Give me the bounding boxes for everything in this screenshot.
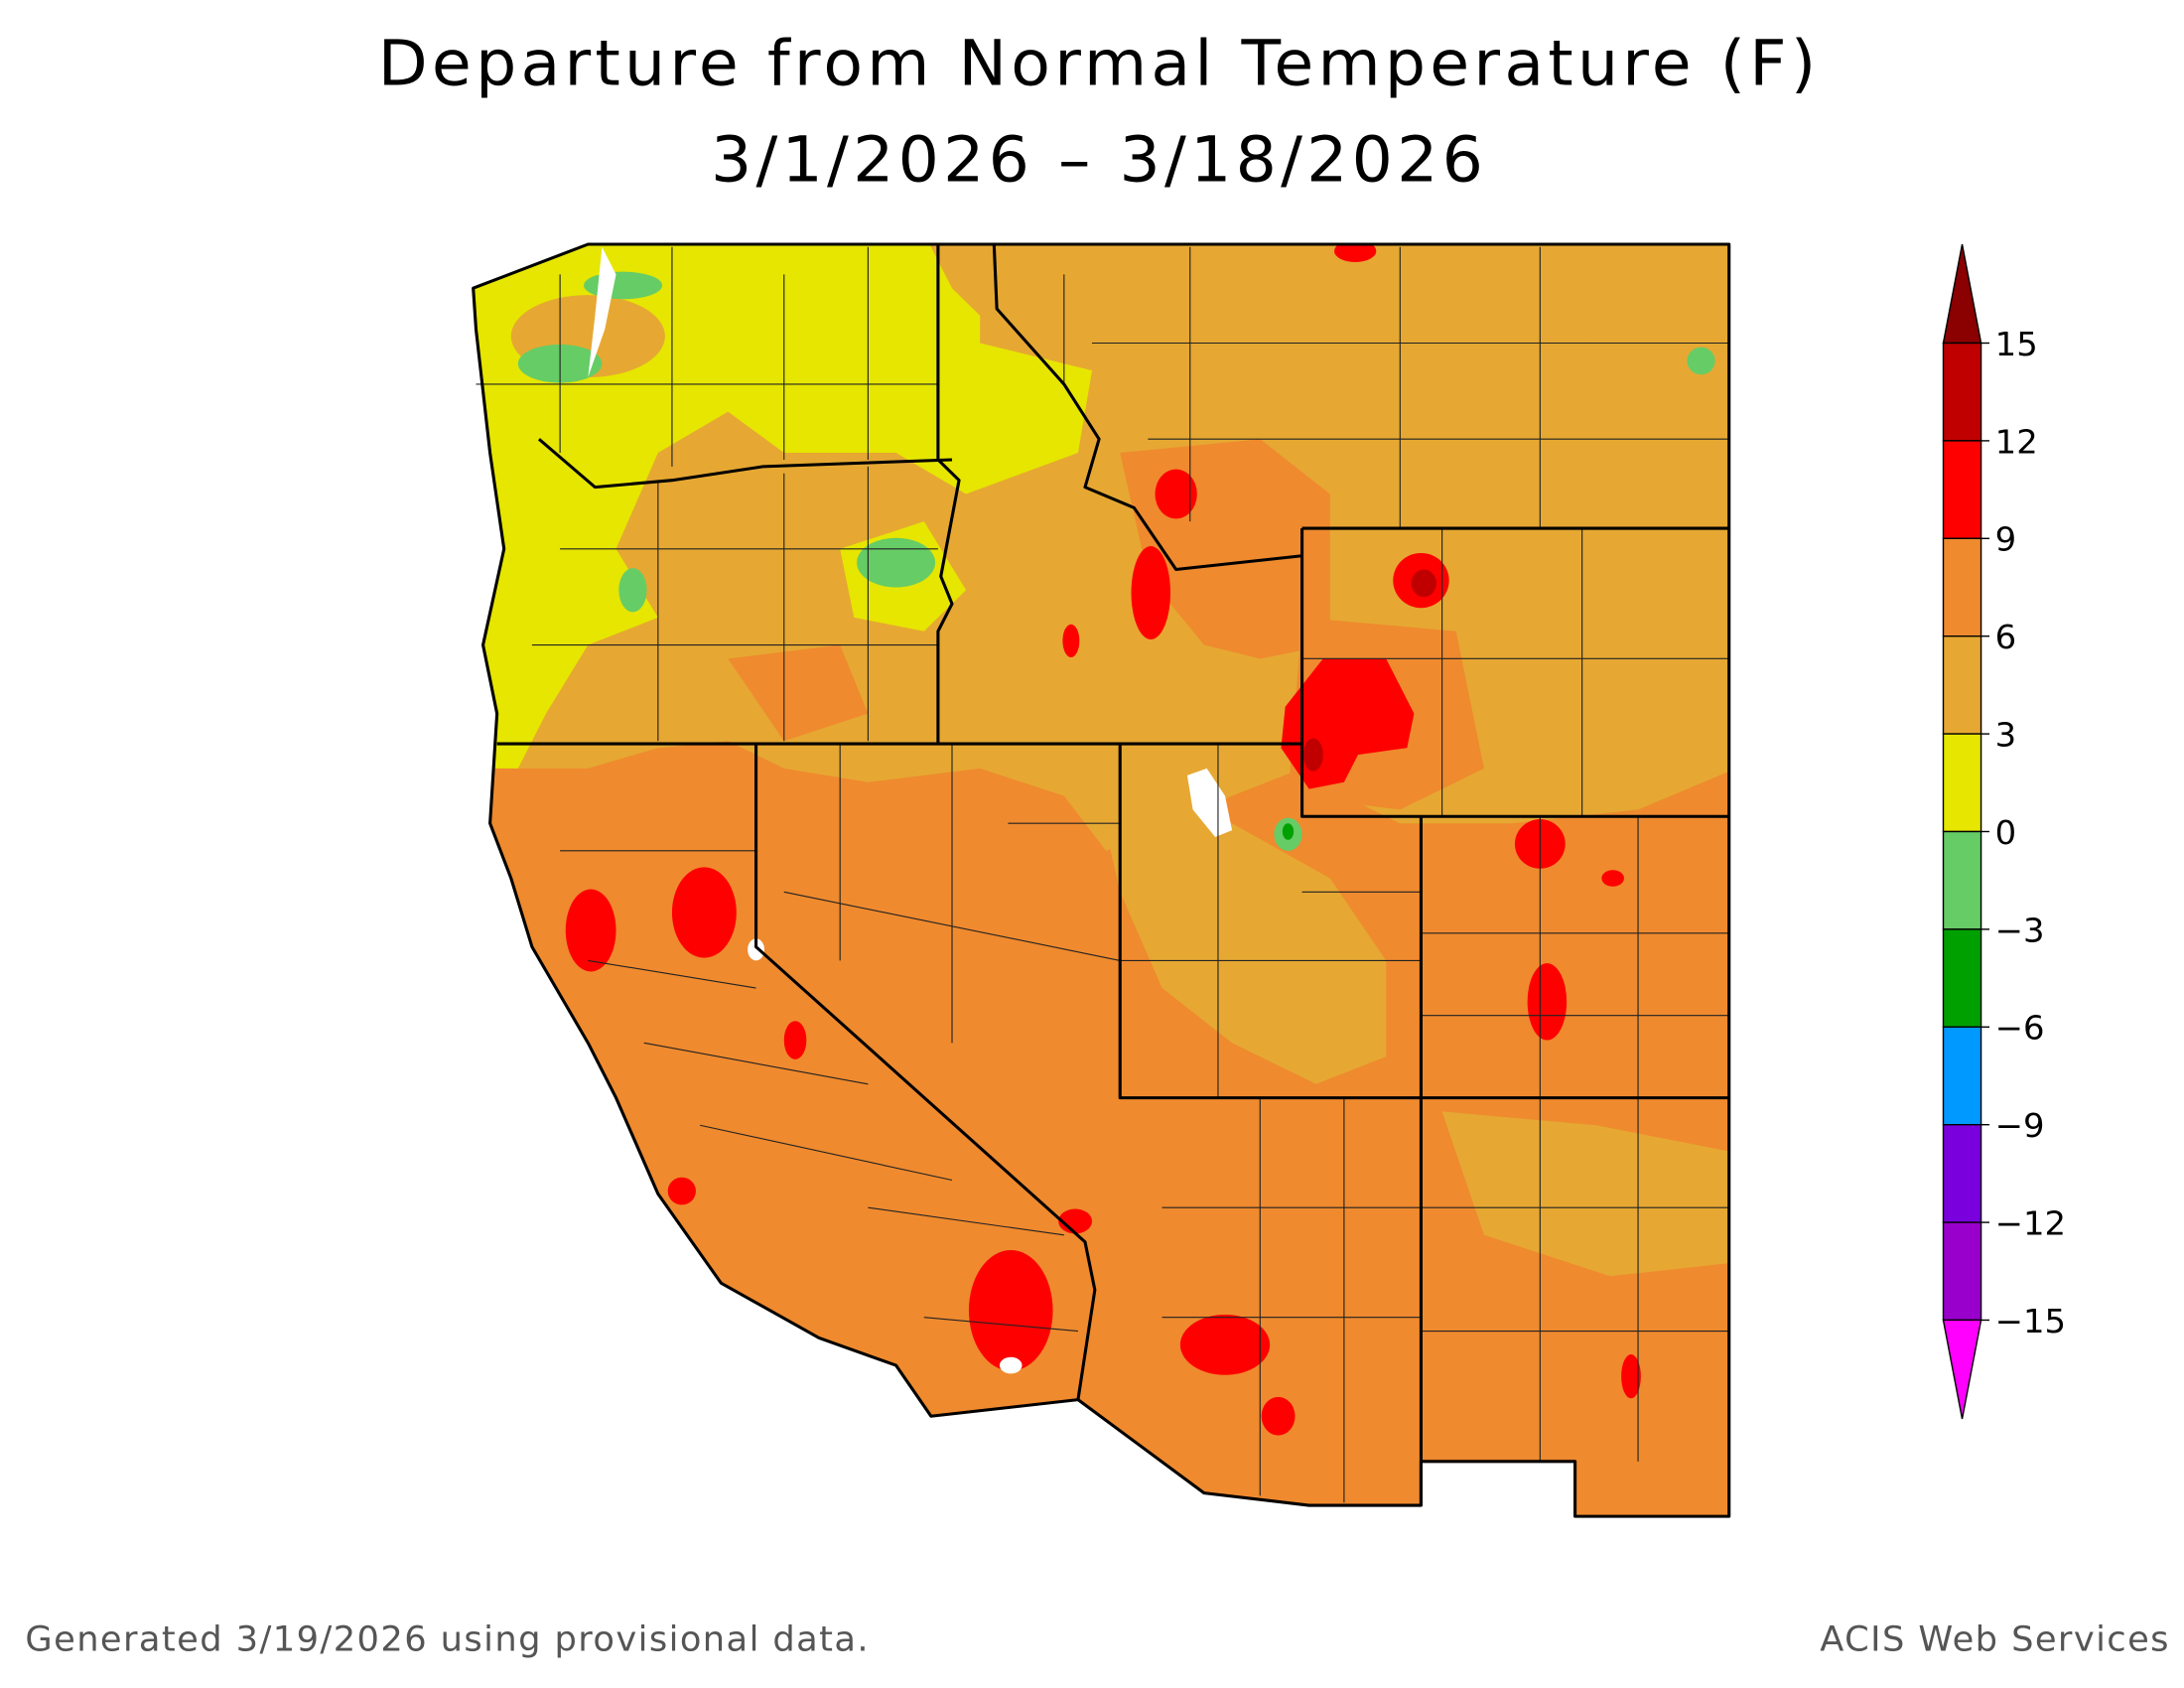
region-outline [472, 242, 1731, 1518]
field-gold [1455, 329, 1610, 454]
field-red [1527, 963, 1568, 1041]
field-red [1302, 738, 1323, 772]
four-corners-border [1118, 744, 1729, 1506]
legend-arrow-bottom [1942, 1319, 1982, 1420]
field-red [1621, 1354, 1641, 1399]
lake [999, 1356, 1023, 1374]
field-red [1155, 469, 1197, 519]
footer-left: Generated 3/19/2026 using provisional da… [25, 1620, 870, 1660]
field-red [565, 889, 616, 972]
field-red [667, 1177, 696, 1205]
legend-tick-label: 0 [1995, 813, 2017, 852]
field-red [1261, 1396, 1296, 1436]
temperature-field [473, 243, 1729, 1517]
legend-tick-label: −15 [1995, 1302, 2066, 1340]
field-red [671, 867, 737, 958]
field-red [1411, 569, 1436, 598]
field-orange [728, 644, 869, 742]
wyoming-border [1300, 526, 1729, 818]
field-green [1687, 347, 1715, 375]
counties [476, 246, 1729, 1503]
idaho-montana-border [992, 243, 1302, 572]
legend-swatch [1942, 733, 1982, 833]
ca-nv-border [496, 742, 1302, 1400]
legend-tick-label: −9 [1995, 1106, 2045, 1145]
field-red [1179, 1314, 1271, 1375]
sound [588, 246, 616, 378]
field-red [1131, 546, 1171, 640]
field-red [1062, 624, 1080, 657]
legend-arrow-top [1942, 243, 1982, 345]
legend: 15 12 9 6 3 0 −3 −6 −9 −12 −15 [1942, 243, 2066, 1420]
field-green [584, 271, 663, 300]
field-green [1282, 823, 1295, 840]
lake [1186, 768, 1233, 838]
states [472, 242, 1731, 1518]
water [588, 246, 1233, 1374]
legend-swatch [1942, 928, 1982, 1028]
canvas: Departure from Normal Temperature (F) 3/… [25, 27, 2170, 1660]
legend-swatch [1942, 1221, 1982, 1322]
legend-swatch [1942, 440, 1982, 539]
wa-or-border [537, 438, 953, 490]
legend-tick-label: −12 [1995, 1204, 2066, 1243]
legend-tick-label: 6 [1995, 618, 2017, 656]
field-red [1601, 870, 1624, 887]
legend-tick-label: −3 [1995, 912, 2045, 950]
field-gold [1092, 768, 1387, 1084]
legend-swatch [1942, 1123, 1982, 1223]
subtitle: 3/1/2026 – 3/18/2026 [711, 123, 1487, 197]
lake [748, 938, 765, 961]
legend-swatch [1942, 342, 1982, 442]
field-green [618, 568, 647, 613]
title: Departure from Normal Temperature (F) [378, 27, 1821, 100]
legend-tick-label: 12 [1995, 423, 2038, 462]
legend-swatch [1942, 1026, 1982, 1126]
legend-tick-label: 3 [1995, 716, 2017, 755]
legend-tick-label: 9 [1995, 520, 2017, 559]
field-red [968, 1250, 1053, 1371]
map [472, 242, 1731, 1518]
legend-tick-label: 15 [1995, 325, 2038, 363]
field-yellow [783, 260, 981, 440]
legend-swatch [1942, 830, 1982, 930]
footer-right: ACIS Web Services [1820, 1620, 2170, 1660]
field-gold [1441, 1111, 1729, 1277]
legend-swatch [1942, 537, 1982, 637]
legend-tick-label: −6 [1995, 1009, 2045, 1048]
idaho-west-border [936, 243, 961, 745]
field-green [857, 537, 936, 588]
county-lines [476, 246, 1729, 1503]
field-red [783, 1021, 807, 1059]
legend-swatch [1942, 635, 1982, 735]
